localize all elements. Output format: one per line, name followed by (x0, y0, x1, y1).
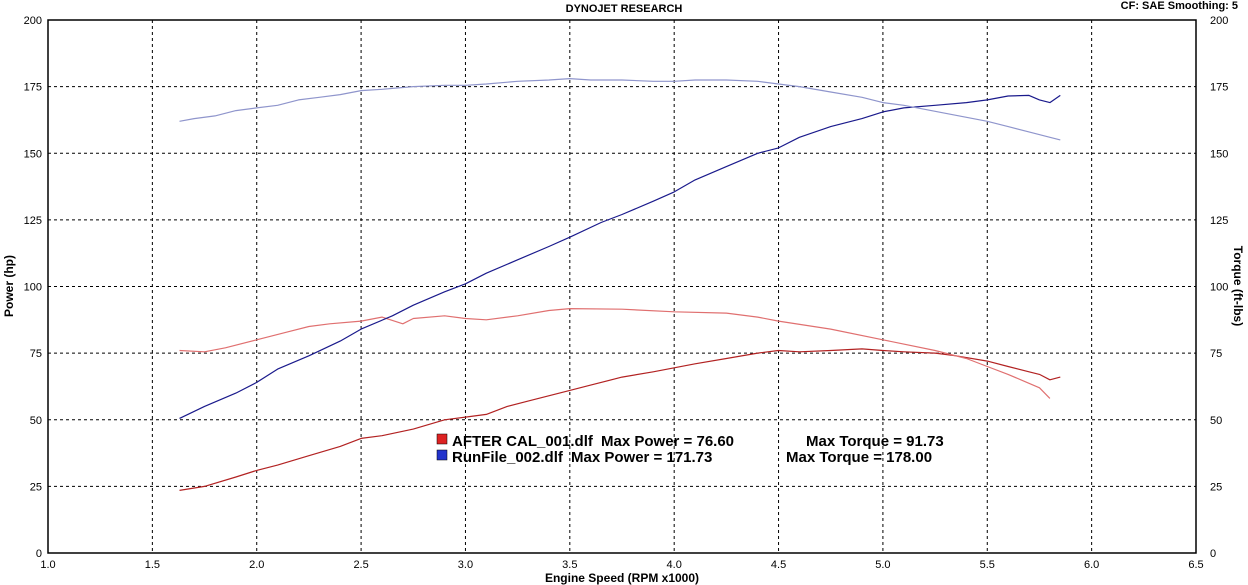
y-right-tick-label: 175 (1210, 82, 1228, 94)
x-tick-label: 5.5 (980, 559, 995, 571)
legend: AFTER CAL_001.dlf Max Power = 76.60 Max … (436, 433, 944, 466)
y-right-tick-label: 75 (1210, 348, 1222, 360)
y-left-tick-label: 150 (24, 148, 42, 160)
series-lines (179, 77, 1061, 491)
y-left-tick-label: 0 (36, 548, 42, 560)
svg-text:RunFile_002.dlf Max Po: RunFile_002.dlf Max Power = 171.73 (452, 449, 712, 466)
x-tick-label: 1.5 (145, 559, 160, 571)
x-axis-title: Engine Speed (RPM x1000) (545, 571, 699, 585)
y-left-tick-label: 75 (30, 348, 42, 360)
y-right-axis-ticks: 0 25 50 75 100 125 150 175 200 (1210, 15, 1228, 560)
x-tick-label: 2.0 (249, 559, 264, 571)
x-tick-label: 3.0 (458, 559, 473, 571)
y-right-tick-label: 150 (1210, 148, 1228, 160)
legend-file-name: AFTER CAL_001.dlf (452, 433, 594, 450)
x-axis-ticks: 1.0 1.5 2.0 2.5 3.0 3.5 4.0 4.5 5.0 5.5 6.0 6.5 (40, 559, 1203, 571)
grid-lines (48, 20, 1196, 553)
x-tick-label: 6.5 (1188, 559, 1203, 571)
series-line-torque (179, 308, 1051, 399)
legend-file-name: RunFile_002.dlf (452, 449, 564, 466)
y-right-axis-title: Torque (ft-lbs) (1231, 246, 1245, 326)
x-tick-label: 1.0 (40, 559, 55, 571)
x-tick-label: 2.5 (353, 559, 368, 571)
x-tick-label: 4.0 (667, 559, 682, 571)
legend-swatch-blue (436, 449, 448, 461)
y-left-axis-ticks: 0 25 50 75 100 125 150 175 200 (24, 15, 42, 560)
plot-area (47, 19, 1197, 554)
correction-factor-info: CF: SAE Smoothing: 5 (1120, 0, 1238, 12)
legend-max-power: Max Power = 76.60 (601, 433, 734, 450)
y-left-tick-label: 175 (24, 82, 42, 94)
legend-max-torque: Max Torque = 91.73 (806, 433, 944, 450)
series-line-power (179, 94, 1061, 419)
y-right-tick-label: 0 (1210, 548, 1216, 560)
legend-item-runfile: RunFile_002.dlf Max Power = 171.73 Max T… (436, 449, 932, 466)
y-left-tick-label: 50 (30, 415, 42, 427)
y-right-tick-label: 50 (1210, 415, 1222, 427)
y-right-tick-label: 125 (1210, 215, 1228, 227)
y-right-tick-label: 200 (1210, 15, 1228, 27)
x-tick-label: 5.0 (875, 559, 890, 571)
y-right-tick-label: 100 (1210, 282, 1228, 294)
x-tick-label: 4.5 (771, 559, 786, 571)
legend-item-after-cal: AFTER CAL_001.dlf Max Power = 76.60 Max … (436, 433, 944, 450)
legend-max-power: Max Power = 171.73 (571, 449, 712, 466)
x-tick-label: 6.0 (1084, 559, 1099, 571)
y-right-tick-label: 25 (1210, 481, 1222, 493)
y-left-tick-label: 100 (24, 282, 42, 294)
y-left-tick-label: 125 (24, 215, 42, 227)
y-left-tick-label: 25 (30, 481, 42, 493)
legend-swatch-red (436, 433, 448, 445)
y-left-axis-title: Power (hp) (2, 255, 16, 317)
chart-title: DYNOJET RESEARCH (565, 3, 683, 15)
x-tick-label: 3.5 (562, 559, 577, 571)
y-left-tick-label: 200 (24, 15, 42, 27)
legend-max-torque: Max Torque = 178.00 (786, 449, 932, 466)
svg-text:AFTER CAL_001.dlf Max: AFTER CAL_001.dlf Max Power = 76.60 (452, 433, 734, 450)
series-line-torque (179, 77, 1061, 141)
